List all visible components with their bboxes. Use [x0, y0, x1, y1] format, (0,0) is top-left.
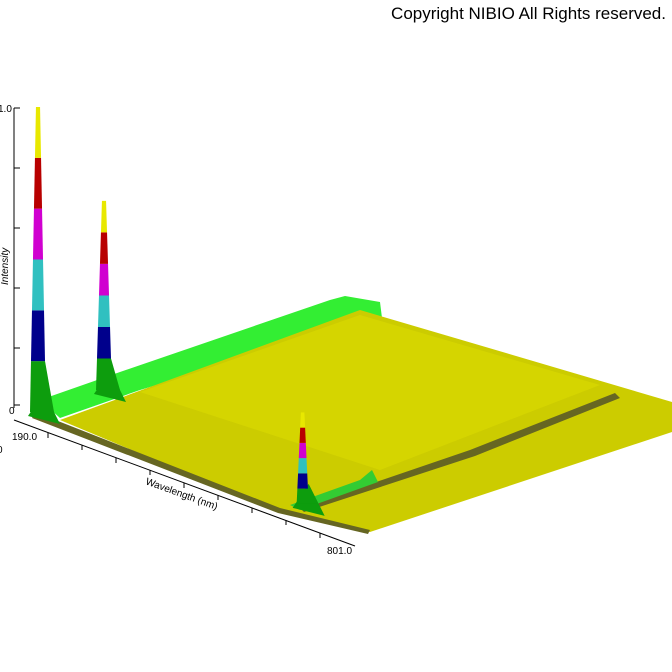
peak-3-band-6 [300, 412, 306, 428]
peak-3 [292, 412, 325, 516]
peak-3-band-5 [299, 427, 306, 443]
peaks-layer [28, 107, 325, 516]
peak-2-band-3 [97, 295, 111, 327]
right-ridge [300, 393, 620, 512]
copyright-notice: Copyright NIBIO All Rights reserved. [391, 4, 666, 23]
peak-1-band-1 [30, 361, 54, 412]
x-tick-start: 190.0 [12, 432, 37, 443]
peak-3-band-3 [298, 458, 308, 474]
peak-2-band-5 [99, 232, 109, 264]
peak-1-band-6 [34, 107, 42, 158]
z-tick-top: 1.0 [0, 104, 12, 115]
x-tick-end: 801.0 [327, 546, 352, 557]
z-axis-label: Intensity [0, 247, 11, 285]
y-tick-left: 0 [0, 445, 3, 456]
peak-1-band-5 [33, 157, 43, 209]
peak-3-band-1 [296, 488, 317, 504]
peak-1-band-4 [32, 208, 44, 260]
peak-2-band-4 [98, 263, 110, 296]
z-axis-ticks [14, 107, 20, 406]
peak-3-band-4 [298, 442, 307, 459]
peak-2-band-6 [100, 200, 108, 233]
surface-highlight [140, 315, 600, 470]
peak-1-band-3 [31, 259, 45, 311]
peak-1-band-2 [30, 310, 46, 362]
peak-2 [94, 200, 126, 402]
front-ridge [32, 412, 370, 534]
back-ridge [40, 296, 382, 418]
peak-3-band-2 [297, 473, 308, 489]
peak-2-band-1 [96, 358, 120, 390]
peak-2-band-2 [96, 326, 112, 359]
peak-1 [28, 107, 60, 424]
x-axis-ticks [47, 433, 321, 538]
z-tick-zero: 0 [9, 406, 15, 417]
